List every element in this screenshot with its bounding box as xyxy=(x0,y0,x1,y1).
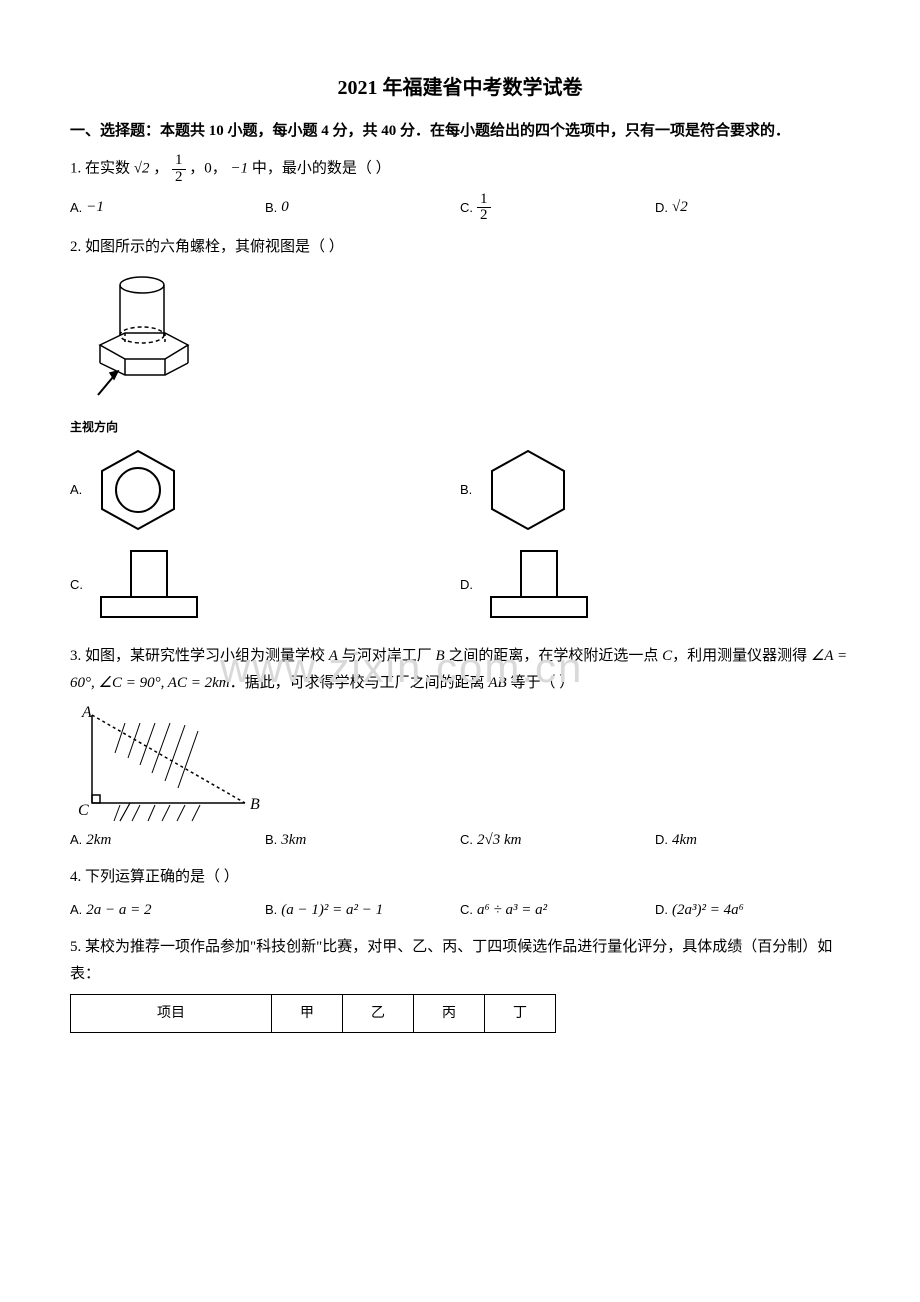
q5-stem: 5. 某校为推荐一项作品参加"科技创新"比赛，对甲、乙、丙、丁四项候选作品进行量… xyxy=(70,934,850,988)
q3-figure: A C B xyxy=(70,703,850,823)
hex-bolt-icon xyxy=(70,267,220,417)
q3-B: B xyxy=(435,648,444,664)
opt-label-c: C. xyxy=(460,196,473,219)
opt-label-c3: C. xyxy=(460,828,473,851)
q1-opt-c[interactable]: C. 12 xyxy=(460,192,655,225)
q2-opt-b[interactable]: B. xyxy=(460,445,850,535)
q1-frac-den: 2 xyxy=(172,170,186,186)
q2-options: A. B. C. D. xyxy=(70,445,850,635)
t-shape-icon xyxy=(89,545,209,625)
q3-opt-d[interactable]: D. 4km xyxy=(655,827,850,854)
q4-opt-c[interactable]: C. a⁶ ÷ a³ = a² xyxy=(460,897,655,924)
q1-stem: 1. 在实数 √2 ， 12 ，0， −1 中，最小的数是（ ） xyxy=(70,153,850,186)
opt-label-d3: D. xyxy=(655,828,668,851)
q1-frac-num: 1 xyxy=(172,153,186,170)
opt-label-a4: A. xyxy=(70,898,82,921)
q4-d-val: (2a³)² = 4a⁶ xyxy=(672,897,744,924)
opt-label-b4: B. xyxy=(265,898,277,921)
opt-label-d4: D. xyxy=(655,898,668,921)
q1-b-val: 0 xyxy=(281,194,289,221)
q3-a-val: 2km xyxy=(86,827,111,854)
q3-c-val: 2√3 km xyxy=(477,827,521,854)
q1-sqrt2: √2 xyxy=(134,161,150,177)
q1-opt-a[interactable]: A. −1 xyxy=(70,194,265,221)
hex-with-circle-icon xyxy=(88,445,188,535)
q2-stem: 2. 如图所示的六角螺栓，其俯视图是（ ） xyxy=(70,234,850,261)
q2-opt-a[interactable]: A. xyxy=(70,445,460,535)
opt-label-c4: C. xyxy=(460,898,473,921)
q3-C: C xyxy=(662,648,672,664)
opt-label-b2: B. xyxy=(460,478,472,501)
fig-label-a: A xyxy=(81,704,92,721)
opt-label-d: D. xyxy=(655,196,668,219)
q1-neg1: −1 xyxy=(231,161,249,177)
q1-d-val: √2 xyxy=(672,194,688,221)
q3-c: 之间的距离，在学校附近选一点 xyxy=(445,648,663,664)
q2-view-label: 主视方向 xyxy=(70,417,850,439)
q1-a-val: −1 xyxy=(86,194,104,221)
section-1-heading: 一、选择题：本题共 10 小题，每小题 4 分，共 40 分．在每小题给出的四个… xyxy=(70,118,850,145)
page-title: 2021 年福建省中考数学试卷 xyxy=(70,70,850,106)
q1-c-frac: 12 xyxy=(477,192,491,225)
th-yi: 乙 xyxy=(343,994,414,1032)
q3-options: A. 2km B. 3km C. 2√3 km D. 4km xyxy=(70,827,850,854)
q1-options: A. −1 B. 0 C. 12 D. √2 xyxy=(70,192,850,225)
opt-label-a3: A. xyxy=(70,828,82,851)
opt-label-b3: B. xyxy=(265,828,277,851)
q4-a-val: 2a − a = 2 xyxy=(86,897,151,924)
q1-c-den: 2 xyxy=(477,208,491,224)
q4-c-val: a⁶ ÷ a³ = a² xyxy=(477,897,547,924)
q3-opt-b[interactable]: B. 3km xyxy=(265,827,460,854)
q3-A: A xyxy=(329,648,338,664)
q1-sep2: ，0， xyxy=(189,161,227,177)
q1-sep1: ， xyxy=(153,161,168,177)
opt-label-a: A. xyxy=(70,196,82,219)
th-bing: 丙 xyxy=(414,994,485,1032)
q3-a: 3. 如图，某研究性学习小组为测量学校 xyxy=(70,648,329,664)
q3-opt-c[interactable]: C. 2√3 km xyxy=(460,827,655,854)
opt-label-b: B. xyxy=(265,196,277,219)
q5-table: 项目 甲 乙 丙 丁 xyxy=(70,994,556,1033)
q2-opt-d[interactable]: D. xyxy=(460,545,850,625)
th-ding: 丁 xyxy=(485,994,556,1032)
opt-label-a2: A. xyxy=(70,478,82,501)
hexagon-icon xyxy=(478,445,578,535)
q4-stem: 4. 下列运算正确的是（ ） xyxy=(70,864,850,891)
th-jia: 甲 xyxy=(272,994,343,1032)
opt-label-c2: C. xyxy=(70,573,83,596)
q4-opt-d[interactable]: D. (2a³)² = 4a⁶ xyxy=(655,897,850,924)
q4-options: A. 2a − a = 2 B. (a − 1)² = a² − 1 C. a⁶… xyxy=(70,897,850,924)
t-shape-solid-icon xyxy=(479,545,599,625)
opt-label-d2: D. xyxy=(460,573,473,596)
q4-b-val: (a − 1)² = a² − 1 xyxy=(281,897,383,924)
q4-opt-a[interactable]: A. 2a − a = 2 xyxy=(70,897,265,924)
fig-label-b: B xyxy=(250,796,260,813)
q1-pre: 1. 在实数 xyxy=(70,161,130,177)
q3-d-val: 4km xyxy=(672,827,697,854)
q3-opt-a[interactable]: A. 2km xyxy=(70,827,265,854)
q3-e: ．据此，可求得学校与工厂之间的距离 xyxy=(230,675,489,691)
q3-d: ，利用测量仪器测得 xyxy=(672,648,811,664)
q1-c-num: 1 xyxy=(477,192,491,209)
q4-opt-b[interactable]: B. (a − 1)² = a² − 1 xyxy=(265,897,460,924)
fig-label-c: C xyxy=(78,802,89,819)
q3-stem: 3. 如图，某研究性学习小组为测量学校 A 与河对岸工厂 B 之间的距离，在学校… xyxy=(70,643,850,697)
q1-opt-d[interactable]: D. √2 xyxy=(655,194,850,221)
triangle-river-icon: A C B xyxy=(70,703,270,823)
q3-AB: AB xyxy=(488,675,506,691)
q3-b: 与河对岸工厂 xyxy=(338,648,436,664)
q2-figure: 主视方向 xyxy=(70,267,850,439)
q1-frac: 12 xyxy=(172,153,186,186)
th-item: 项目 xyxy=(71,994,272,1032)
q3-f: 等于（ ） xyxy=(507,675,575,691)
table-row: 项目 甲 乙 丙 丁 xyxy=(71,994,556,1032)
q1-opt-b[interactable]: B. 0 xyxy=(265,194,460,221)
q3-b-val: 3km xyxy=(281,827,306,854)
q2-opt-c[interactable]: C. xyxy=(70,545,460,625)
q1-post: 中，最小的数是（ ） xyxy=(252,161,391,177)
